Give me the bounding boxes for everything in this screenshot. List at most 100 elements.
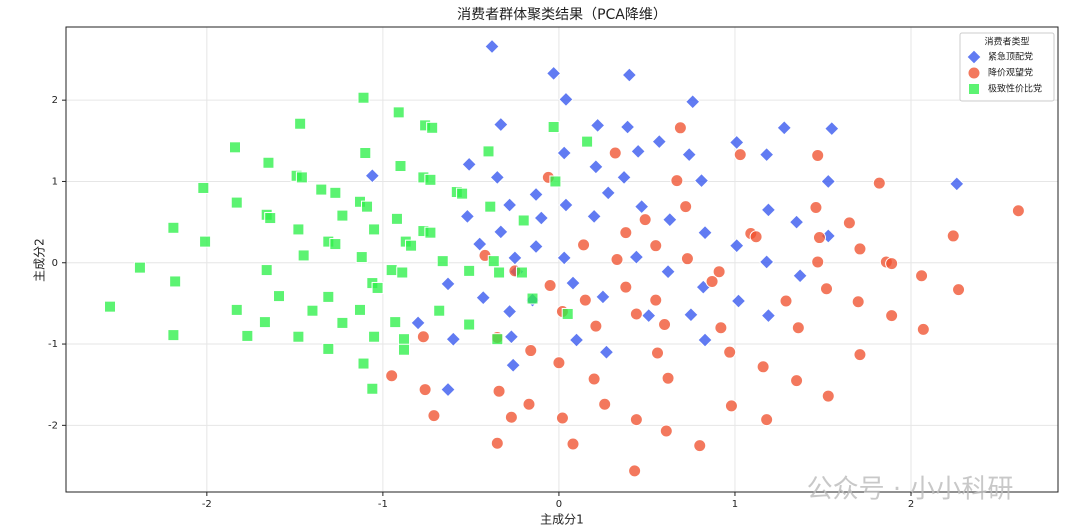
point <box>427 409 441 423</box>
watermark: 公众号 · 小小科研 <box>807 475 1014 505</box>
point <box>758 254 775 270</box>
point <box>549 175 562 188</box>
point <box>104 300 117 313</box>
point <box>693 172 710 189</box>
point <box>586 208 602 225</box>
point <box>503 329 520 345</box>
point <box>967 66 981 80</box>
point <box>589 319 603 333</box>
point <box>853 348 867 362</box>
point <box>724 399 738 413</box>
legend-title: 消费者类型 <box>984 36 1029 48</box>
point <box>410 315 426 331</box>
x-tick-label: -2 <box>202 499 212 510</box>
point <box>368 330 381 343</box>
y-tick-label: 1 <box>52 176 58 187</box>
point <box>416 330 430 344</box>
point <box>558 91 574 108</box>
point <box>390 212 403 225</box>
point <box>968 83 980 95</box>
point <box>306 304 319 317</box>
point <box>758 146 775 163</box>
point <box>471 236 488 252</box>
point <box>598 397 612 411</box>
point <box>685 94 701 110</box>
point <box>610 253 624 266</box>
point <box>433 304 446 317</box>
point <box>952 283 966 297</box>
point <box>336 209 349 222</box>
point <box>322 342 335 355</box>
point <box>629 413 643 427</box>
point <box>809 200 823 214</box>
point <box>492 384 506 398</box>
point <box>501 303 518 320</box>
point <box>578 293 592 307</box>
point <box>336 316 349 329</box>
point <box>705 274 719 288</box>
point <box>723 345 737 359</box>
point <box>533 210 550 226</box>
point <box>394 160 407 173</box>
point <box>885 257 899 271</box>
point <box>581 135 594 148</box>
point <box>589 117 606 134</box>
point <box>398 333 411 346</box>
point <box>315 183 328 196</box>
point <box>885 309 899 323</box>
point <box>946 229 960 243</box>
point <box>565 275 581 291</box>
point <box>561 307 574 320</box>
point <box>475 290 491 306</box>
point <box>776 120 792 136</box>
point <box>851 295 865 309</box>
point <box>169 275 182 288</box>
point <box>463 264 476 277</box>
point <box>681 146 697 163</box>
point <box>555 411 569 425</box>
point <box>241 329 254 342</box>
point <box>489 169 506 186</box>
point <box>811 255 825 269</box>
point <box>697 224 713 241</box>
point <box>371 281 384 294</box>
point <box>556 250 572 266</box>
point <box>915 269 929 283</box>
point <box>461 156 477 173</box>
point <box>630 143 646 160</box>
point <box>440 276 456 292</box>
point <box>651 346 665 360</box>
point <box>545 65 562 82</box>
point <box>297 249 310 262</box>
point <box>398 343 411 356</box>
point <box>389 316 402 329</box>
point <box>493 116 509 133</box>
plot-frame <box>65 26 1059 493</box>
point <box>556 145 572 161</box>
point <box>619 119 636 135</box>
point <box>294 117 307 130</box>
series <box>385 121 1025 478</box>
point <box>366 382 379 395</box>
point <box>587 372 601 386</box>
point <box>756 360 770 374</box>
series <box>364 38 965 398</box>
point <box>679 200 693 214</box>
y-axis-label: 主成分2 <box>33 238 47 282</box>
point <box>760 202 777 218</box>
point <box>872 176 886 190</box>
point <box>197 181 210 194</box>
point <box>292 223 305 236</box>
point <box>633 198 650 215</box>
point <box>1011 204 1025 218</box>
point <box>522 397 536 411</box>
point <box>660 263 676 280</box>
point <box>528 186 544 203</box>
point <box>392 106 405 119</box>
point <box>619 280 633 294</box>
point <box>640 307 657 324</box>
point <box>658 318 672 332</box>
point <box>651 133 667 150</box>
point <box>482 145 495 158</box>
